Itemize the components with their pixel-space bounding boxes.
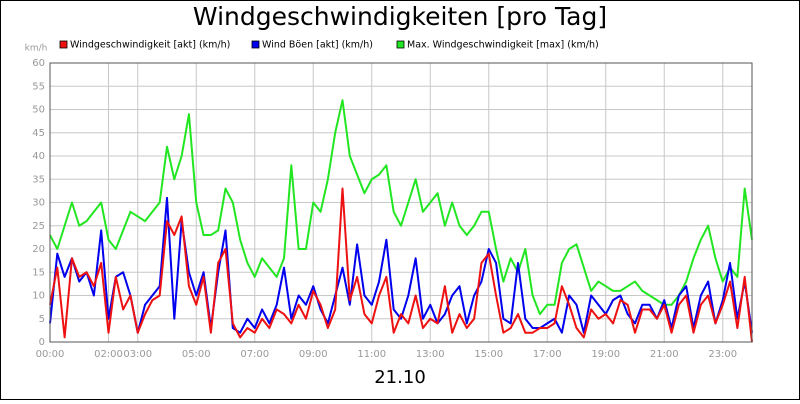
legend-swatch bbox=[396, 40, 405, 49]
y-tick-label: 5 bbox=[39, 314, 45, 325]
y-tick-label: 25 bbox=[32, 221, 45, 232]
legend-swatch bbox=[59, 40, 68, 49]
x-tick-label: 07:00 bbox=[240, 349, 269, 360]
y-tick-label: 20 bbox=[32, 244, 45, 255]
series-line bbox=[49, 187, 753, 343]
y-tick-label: 15 bbox=[32, 267, 45, 278]
plot bbox=[49, 99, 753, 343]
legend: Windgeschwindigkeit [akt] (km/h) Wind Böe… bbox=[59, 40, 599, 51]
plot-border bbox=[49, 62, 753, 343]
x-tick-label: 03:00 bbox=[123, 349, 152, 360]
x-tick-label: 17:00 bbox=[533, 349, 562, 360]
y-tick-label: 10 bbox=[32, 291, 45, 302]
x-tick-label: 15:00 bbox=[474, 349, 503, 360]
y-unit: km/h bbox=[25, 44, 48, 54]
series-line bbox=[49, 99, 753, 316]
y-tick-label: 50 bbox=[32, 105, 45, 116]
series-line bbox=[49, 196, 753, 334]
legend-label: Windgeschwindigkeit [akt] (km/h) bbox=[70, 40, 230, 51]
x-subtitle: 21.10 bbox=[374, 367, 426, 388]
y-tick-label: 40 bbox=[32, 151, 45, 162]
y-tick-label: 35 bbox=[32, 174, 45, 185]
y-tick-label: 55 bbox=[32, 81, 45, 92]
x-tick-label: 13:00 bbox=[416, 349, 445, 360]
x-tick-label: 09:00 bbox=[299, 349, 328, 360]
legend-swatch bbox=[251, 40, 260, 49]
legend-label: Max. Windgeschwindigkeit [max] (km/h) bbox=[407, 40, 599, 51]
x-tick-label: 11:00 bbox=[357, 349, 386, 360]
x-tick-label: 05:00 bbox=[182, 349, 211, 360]
y-tick-label: 60 bbox=[32, 58, 45, 69]
legend-label: Wind Böen [akt] (km/h) bbox=[262, 40, 373, 51]
chart-title: Windgeschwindigkeiten [pro Tag] bbox=[193, 2, 607, 31]
y-tick-label: 0 bbox=[39, 337, 45, 348]
x-tick-label: 19:00 bbox=[591, 349, 620, 360]
x-tick-label: 23:00 bbox=[708, 349, 737, 360]
x-tick-label: 21:00 bbox=[650, 349, 679, 360]
x-tick-label: 00:00 bbox=[36, 349, 65, 360]
y-tick-label: 30 bbox=[32, 198, 45, 209]
x-tick-label: 02:00 bbox=[94, 349, 123, 360]
y-tick-label: 45 bbox=[32, 128, 45, 139]
